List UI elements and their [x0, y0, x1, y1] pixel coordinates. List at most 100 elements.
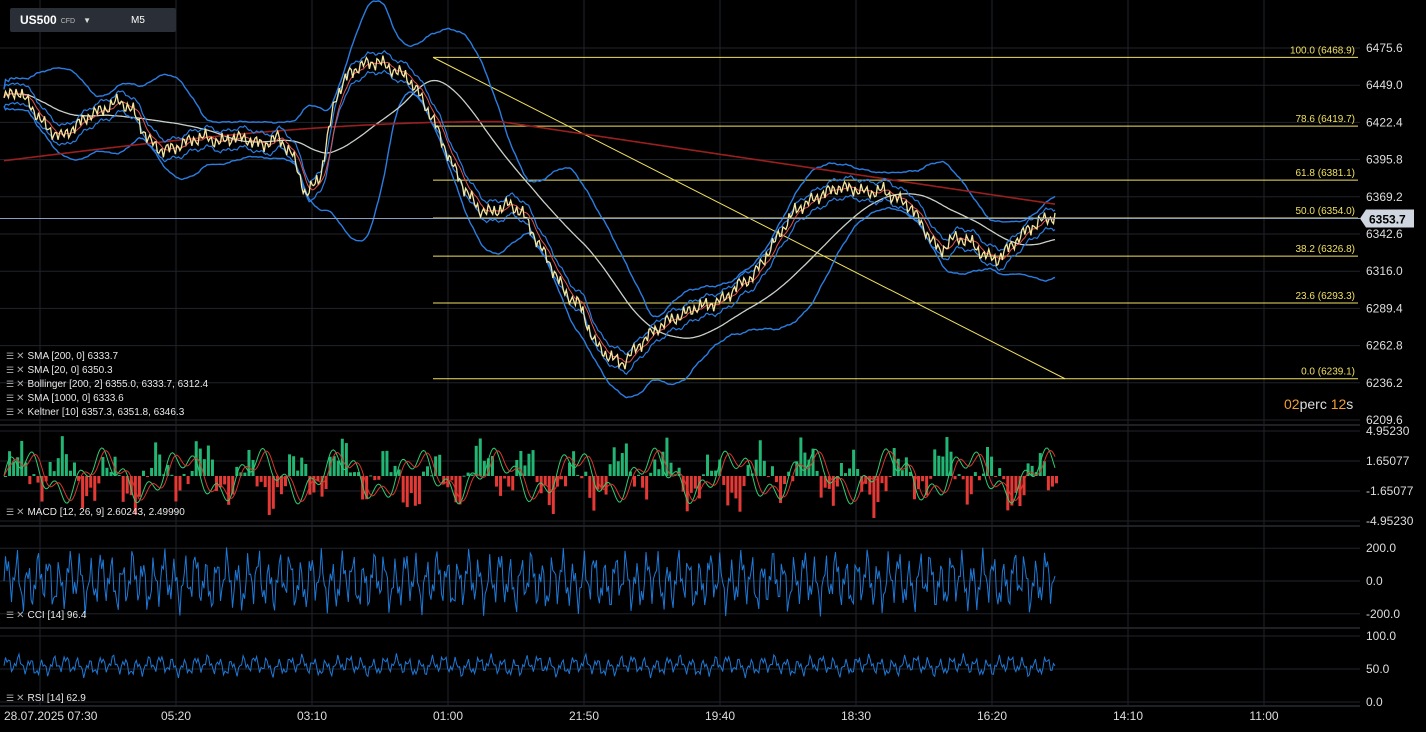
fib-level-label: 0.0 (6239.1) — [1301, 367, 1355, 378]
menu-icon[interactable]: ☰ — [6, 407, 15, 417]
macd-histogram-bar — [190, 471, 194, 476]
macd-histogram-bar — [401, 476, 405, 503]
x-tick-label: 19:40 — [705, 709, 735, 723]
y-tick-label: 6342.6 — [1366, 227, 1403, 241]
indicator-keltner[interactable]: ☰ ✕ Keltner [10] 6357.3, 6351.8, 6346.3 — [6, 407, 184, 418]
fib-level-label: 23.6 (6293.3) — [1296, 291, 1356, 302]
cci-plot — [3, 547, 1056, 617]
indicator-rsi[interactable]: ☰ ✕ RSI [14] 62.9 — [6, 693, 86, 704]
macd-histogram-bar — [949, 451, 953, 476]
countdown-minutes-unit: perc — [1299, 396, 1327, 412]
price-plot — [0, 0, 1360, 399]
close-icon[interactable]: ✕ — [16, 393, 25, 404]
menu-icon[interactable]: ☰ — [6, 507, 15, 517]
menu-icon[interactable]: ☰ — [6, 693, 15, 703]
macd-histogram-bar — [336, 460, 340, 476]
menu-icon[interactable]: ☰ — [6, 379, 15, 389]
menu-icon[interactable]: ☰ — [6, 610, 15, 620]
macd-histogram-bar — [117, 474, 121, 476]
macd-histogram-bar — [981, 473, 985, 476]
close-icon[interactable]: ✕ — [16, 610, 25, 621]
indicator-sma1000[interactable]: ☰ ✕ SMA [1000, 0] 6333.6 — [6, 393, 124, 404]
indicator-cci[interactable]: ☰ ✕ CCI [14] 96.4 — [6, 610, 86, 621]
sma-1000-line — [3, 79, 1056, 339]
close-icon[interactable]: ✕ — [16, 351, 25, 362]
y-tick-label: 1.65077 — [1366, 454, 1410, 468]
close-icon[interactable]: ✕ — [16, 407, 25, 418]
close-icon[interactable]: ✕ — [16, 365, 25, 376]
macd-histogram-bar — [819, 476, 823, 498]
macd-histogram-bar — [385, 450, 389, 476]
macd-histogram-bar — [1006, 476, 1010, 511]
indicator-sma200[interactable]: ☰ ✕ SMA [200, 0] 6333.7 — [6, 351, 118, 362]
indicator-macd[interactable]: ☰ ✕ MACD [12, 26, 9] 2.60243, 2.49990 — [6, 507, 185, 518]
macd-histogram-bar — [620, 453, 624, 476]
macd-histogram-bar — [85, 476, 89, 497]
macd-histogram-bar — [68, 470, 72, 476]
macd-histogram-bar — [1055, 476, 1058, 484]
indicator-bollinger[interactable]: ☰ ✕ Bollinger [200, 2] 6355.0, 6333.7, 631… — [6, 379, 208, 390]
macd-histogram-bar — [231, 476, 235, 495]
symbol-tag: CFD — [60, 18, 76, 25]
macd-histogram-bar — [957, 474, 961, 476]
macd-histogram-bar — [665, 437, 669, 476]
menu-icon[interactable]: ☰ — [6, 351, 15, 361]
y-tick-label: 0.0 — [1366, 574, 1383, 588]
y-tick-label: 6369.2 — [1366, 190, 1403, 204]
macd-histogram-bar — [44, 476, 48, 482]
macd-histogram-bar — [316, 476, 320, 482]
macd-histogram-bar — [641, 476, 645, 488]
close-icon[interactable]: ✕ — [16, 507, 25, 518]
macd-histogram-bar — [835, 476, 839, 487]
symbol-selector[interactable]: US500 CFD ▼ M5 — [10, 8, 176, 32]
macd-histogram-bar — [393, 465, 397, 476]
macd-histogram-bar — [36, 476, 40, 483]
macd-histogram-bar — [28, 476, 32, 485]
macd-histogram-bar — [766, 476, 770, 477]
macd-histogram-bar — [219, 476, 223, 488]
macd-histogram-bar — [775, 476, 779, 483]
menu-icon[interactable]: ☰ — [6, 365, 15, 375]
fibonacci-levels[interactable]: 100.0 (6468.9) 78.6 (6419.7) 61.8 (6381.1)… — [432, 45, 1358, 380]
y-tick-label: -200.0 — [1366, 607, 1400, 621]
macd-histogram-bar — [60, 436, 64, 476]
macd-histogram-bar — [275, 476, 279, 488]
axes: 28.07.2025 07:30 05:20 03:10 01:00 21:50 19:4… — [4, 41, 1414, 723]
macd-histogram-bar — [482, 460, 486, 476]
indicator-sma20[interactable]: ☰ ✕ SMA [20, 0] 6350.3 — [6, 365, 113, 376]
grid — [0, 0, 1360, 707]
timeframe-selector[interactable]: M5 — [131, 14, 145, 26]
close-icon[interactable]: ✕ — [16, 379, 25, 390]
macd-histogram-bar — [969, 476, 973, 495]
menu-icon[interactable]: ☰ — [6, 393, 15, 403]
macd-histogram-bar — [685, 476, 689, 512]
macd-histogram-bar — [466, 472, 470, 476]
macd-histogram-bar — [1018, 476, 1022, 507]
macd-histogram-bar — [689, 476, 693, 493]
fib-level-label: 61.8 (6381.1) — [1296, 168, 1356, 179]
macd-histogram-bar — [519, 450, 523, 476]
macd-histogram-bar — [490, 456, 494, 476]
close-icon[interactable]: ✕ — [16, 693, 25, 704]
macd-histogram-bar — [1050, 476, 1054, 487]
indicator-label: Keltner [10] 6357.3, 6351.8, 6346.3 — [27, 407, 185, 418]
y-tick-label: 6395.8 — [1366, 153, 1403, 167]
macd-histogram-bar — [588, 476, 592, 498]
y-tick-label: 6316.0 — [1366, 264, 1403, 278]
macd-histogram-bar — [97, 476, 101, 484]
countdown-seconds-unit: s — [1346, 396, 1354, 412]
macd-histogram-bar — [584, 471, 588, 476]
macd-histogram-bar — [503, 476, 507, 479]
chevron-down-icon[interactable]: ▼ — [83, 15, 92, 25]
macd-histogram-bar — [81, 476, 85, 509]
rsi-line — [3, 652, 1056, 679]
macd-histogram-bar — [263, 476, 267, 488]
y-tick-label: 4.95230 — [1366, 424, 1410, 438]
macd-histogram-bar — [531, 450, 535, 476]
macd-histogram-bar — [77, 476, 81, 481]
macd-histogram-bar — [649, 472, 653, 476]
macd-histogram-bar — [247, 449, 251, 476]
macd-histogram-bar — [543, 476, 547, 486]
macd-histogram-bar — [693, 476, 697, 489]
